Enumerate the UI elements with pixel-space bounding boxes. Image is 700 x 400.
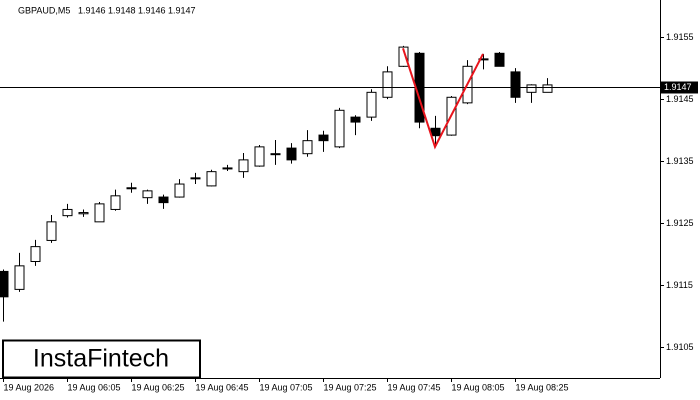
candle-body <box>318 134 329 142</box>
candle-body <box>158 196 169 204</box>
candle-body <box>46 221 57 241</box>
header-value: 1.9146 <box>138 5 166 15</box>
x-tick-label: 19 Aug 07:05 <box>260 382 313 392</box>
candle-body <box>350 116 361 123</box>
y-tick-label: 1.9145 <box>666 94 694 104</box>
candle-body <box>222 167 233 170</box>
candle-body <box>366 91 377 118</box>
candle-body <box>206 171 217 187</box>
candle-body <box>526 84 537 93</box>
candle-body <box>478 58 489 61</box>
candle-body <box>0 270 9 298</box>
pattern-line <box>402 48 484 150</box>
candle-body <box>142 190 153 199</box>
candle-body <box>286 147 297 161</box>
x-tick-label: 19 Aug 08:05 <box>452 382 505 392</box>
candle-body <box>62 208 73 217</box>
candle-body <box>494 52 505 67</box>
x-tick-label: 19 Aug 2026 <box>4 382 55 392</box>
candle-body <box>94 203 105 223</box>
candle-body <box>542 84 553 93</box>
x-tick-label: 19 Aug 06:05 <box>68 382 121 392</box>
candle-body <box>510 71 521 98</box>
candle-body <box>254 146 265 167</box>
logo-box <box>2 339 201 379</box>
header-value: 1.9146 <box>78 5 106 15</box>
candle-body <box>78 212 89 215</box>
current-price-label: 1.9147 <box>664 82 692 92</box>
x-tick-label: 19 Aug 08:25 <box>516 382 569 392</box>
symbol: GBPAUD,M5 <box>18 5 70 15</box>
candle-body <box>382 71 393 98</box>
header-value: 1.9147 <box>168 5 196 15</box>
x-tick-label: 19 Aug 07:25 <box>324 382 377 392</box>
logo: InstaFintech <box>33 345 169 373</box>
candle-body <box>334 109 345 148</box>
candle-body <box>174 183 185 198</box>
candle-body <box>430 127 441 137</box>
candle-body <box>110 195 121 210</box>
candle-body <box>190 177 201 180</box>
y-tick-label: 1.9115 <box>666 280 693 290</box>
x-tick-label: 19 Aug 06:25 <box>132 382 185 392</box>
current-price-box <box>661 81 698 94</box>
candle-body <box>30 246 41 263</box>
candle-body <box>14 265 25 290</box>
candle-body <box>238 159 249 173</box>
x-tick-label: 19 Aug 07:45 <box>388 382 441 392</box>
candle-body <box>398 46 409 67</box>
y-tick-label: 1.9125 <box>666 218 694 228</box>
header: GBPAUD,M5 <box>18 5 70 15</box>
candle-body <box>126 187 137 190</box>
x-tick-label: 19 Aug 06:45 <box>196 382 249 392</box>
header-value: 1.9148 <box>108 5 136 15</box>
y-tick-label: 1.9155 <box>666 32 694 42</box>
candle-body <box>270 153 281 156</box>
y-tick-label: 1.9105 <box>666 342 694 352</box>
candle-body <box>302 140 313 155</box>
y-tick-label: 1.9135 <box>666 156 694 166</box>
